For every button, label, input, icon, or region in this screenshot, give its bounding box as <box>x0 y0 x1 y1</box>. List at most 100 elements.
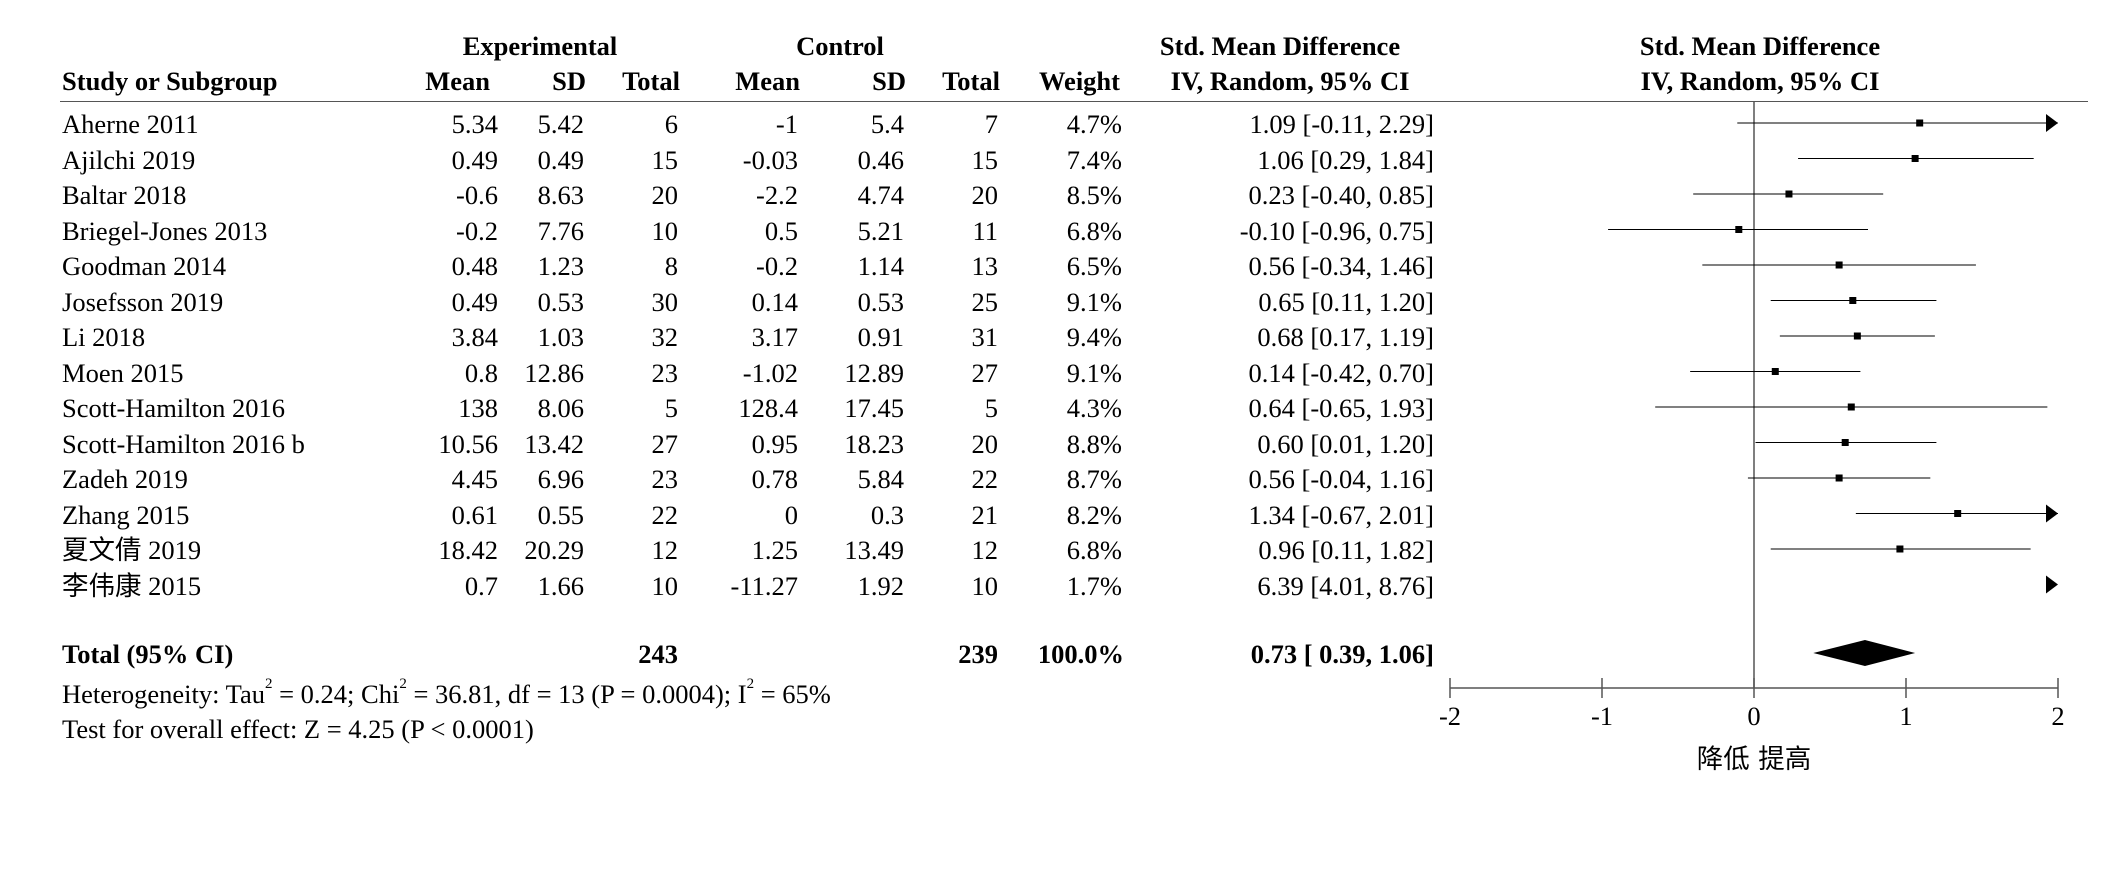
smd-ci: 0.60 [0.01, 1.20] <box>1257 428 1434 459</box>
exp-sd: 1.66 <box>537 570 584 601</box>
smd-ci: 0.68 [0.17, 1.19] <box>1257 322 1434 352</box>
exp-mean: 3.84 <box>451 322 498 352</box>
ctl-total: 5 <box>984 393 998 423</box>
ctl-total-header: Total <box>942 66 1000 96</box>
smd-ci: 1.34 [-0.67, 2.01] <box>1248 499 1434 530</box>
point-estimate <box>1835 261 1843 269</box>
point-estimate <box>1954 510 1962 517</box>
smd-ci: 0.65 [0.11, 1.20] <box>1258 286 1434 317</box>
ctl-total: 27 <box>971 357 999 388</box>
ctl-total: 25 <box>971 286 999 317</box>
ctl-sd: 1.92 <box>857 570 904 601</box>
weight: 6.8% <box>1066 215 1122 246</box>
header-rule <box>60 101 2088 102</box>
x-tick-label: 1 <box>1899 701 1912 731</box>
ci-overflow-arrow <box>2046 575 2058 594</box>
exp-total: 22 <box>651 499 679 530</box>
ctl-mean: -11.27 <box>730 570 798 601</box>
ctl-mean: -1.02 <box>742 357 798 388</box>
ctl-mean: 0.14 <box>751 286 798 317</box>
smd-ci: 6.39 [4.01, 8.76] <box>1257 570 1434 601</box>
exp-total: 10 <box>651 570 679 601</box>
plot-group-header: Std. Mean Difference <box>1639 31 1881 61</box>
ctl-sd: 12.89 <box>844 357 904 388</box>
exp-mean-header: Mean <box>425 66 490 96</box>
x-direction-labels: 降低 提高 <box>1697 744 1811 775</box>
exp-mean: 4.45 <box>451 464 498 494</box>
ctl-sd: 1.14 <box>857 251 904 281</box>
study-name: Baltar 2018 <box>62 180 187 210</box>
ctl-total: 21 <box>971 499 999 530</box>
ctl-mean: 0.78 <box>751 464 798 494</box>
total-ctl-n: 239 <box>958 639 998 669</box>
exp-mean: 0.7 <box>464 570 498 601</box>
total-ci: 0.73 [ 0.39, 1.06] <box>1250 639 1434 669</box>
ctl-total: 10 <box>971 570 999 601</box>
plot-method-header: IV, Random, 95% CI <box>1640 66 1880 96</box>
exp-sd: 12.86 <box>524 357 584 388</box>
overall-effect-text: Test for overall effect: Z = 4.25 (P < 0… <box>62 714 534 744</box>
weight: 6.8% <box>1066 535 1122 565</box>
study-name: Briegel-Jones 2013 <box>62 215 268 246</box>
ctl-total: 20 <box>971 428 999 459</box>
exp-sd: 0.53 <box>537 286 584 317</box>
weight: 8.7% <box>1066 464 1122 494</box>
ctl-mean: -0.03 <box>742 144 798 175</box>
exp-total: 30 <box>651 286 679 317</box>
ctl-mean-header: Mean <box>735 66 800 96</box>
x-tick-label: 2 <box>2051 701 2064 731</box>
exp-total: 27 <box>651 428 679 459</box>
weight: 6.5% <box>1066 251 1122 281</box>
heterogeneity-text: Heterogeneity: Tau2 = 0.24; Chi2 = 36.81… <box>62 676 831 709</box>
smd-ci: -0.10 [-0.96, 0.75] <box>1239 215 1434 246</box>
weight: 4.3% <box>1066 393 1122 423</box>
weight: 9.1% <box>1066 357 1122 388</box>
exp-sd: 1.03 <box>537 322 584 352</box>
ctl-mean: -1 <box>775 109 798 139</box>
exp-total: 12 <box>651 535 679 565</box>
ctl-mean: 3.17 <box>751 322 798 352</box>
point-estimate <box>1847 403 1855 411</box>
ctl-total: 11 <box>972 215 998 246</box>
exp-mean: -0.2 <box>456 215 498 246</box>
point-estimate <box>1911 155 1919 162</box>
study-name: Goodman 2014 <box>62 251 227 281</box>
ctl-total: 15 <box>971 144 999 175</box>
ctl-mean: 0.5 <box>764 215 798 246</box>
exp-mean: 0.61 <box>451 499 498 530</box>
exp-sd: 13.42 <box>524 428 584 459</box>
study-column-header: Study or Subgroup <box>62 66 278 96</box>
smd-ci: 0.14 [-0.42, 0.70] <box>1248 357 1434 388</box>
study-name: Zadeh 2019 <box>62 464 188 494</box>
x-tick-label: -1 <box>1591 701 1613 731</box>
weight: 7.4% <box>1066 144 1122 175</box>
exp-mean: 18.42 <box>438 535 498 565</box>
point-estimate <box>1896 545 1904 553</box>
exp-total: 20 <box>651 180 679 210</box>
point-estimate <box>1916 119 1924 127</box>
ctl-sd: 0.91 <box>857 322 904 352</box>
x-tick-label: 0 <box>1747 701 1760 731</box>
weight: 8.5% <box>1066 180 1122 210</box>
study-name: Li 2018 <box>62 322 146 352</box>
smd-ci: 1.09 [-0.11, 2.29] <box>1249 109 1435 139</box>
exp-mean: 0.49 <box>451 144 498 175</box>
weight: 8.2% <box>1066 499 1122 530</box>
x-tick-label: -2 <box>1439 701 1461 731</box>
exp-sd: 8.63 <box>537 180 584 210</box>
ctl-total: 22 <box>971 464 999 494</box>
exp-total: 23 <box>651 464 679 494</box>
ctl-total: 31 <box>971 322 999 352</box>
study-name: Josefsson 2019 <box>62 286 224 317</box>
exp-sd: 5.42 <box>537 109 584 139</box>
ctl-mean: -0.2 <box>756 251 798 281</box>
exp-total: 10 <box>651 215 679 246</box>
exp-sd: 8.06 <box>537 393 584 423</box>
ctl-total: 12 <box>971 535 999 565</box>
point-estimate <box>1853 332 1861 340</box>
study-name: Zhang 2015 <box>62 499 190 530</box>
exp-total: 23 <box>651 357 679 388</box>
exp-mean: 0.48 <box>451 251 498 281</box>
ctl-mean: 0.95 <box>751 428 798 459</box>
